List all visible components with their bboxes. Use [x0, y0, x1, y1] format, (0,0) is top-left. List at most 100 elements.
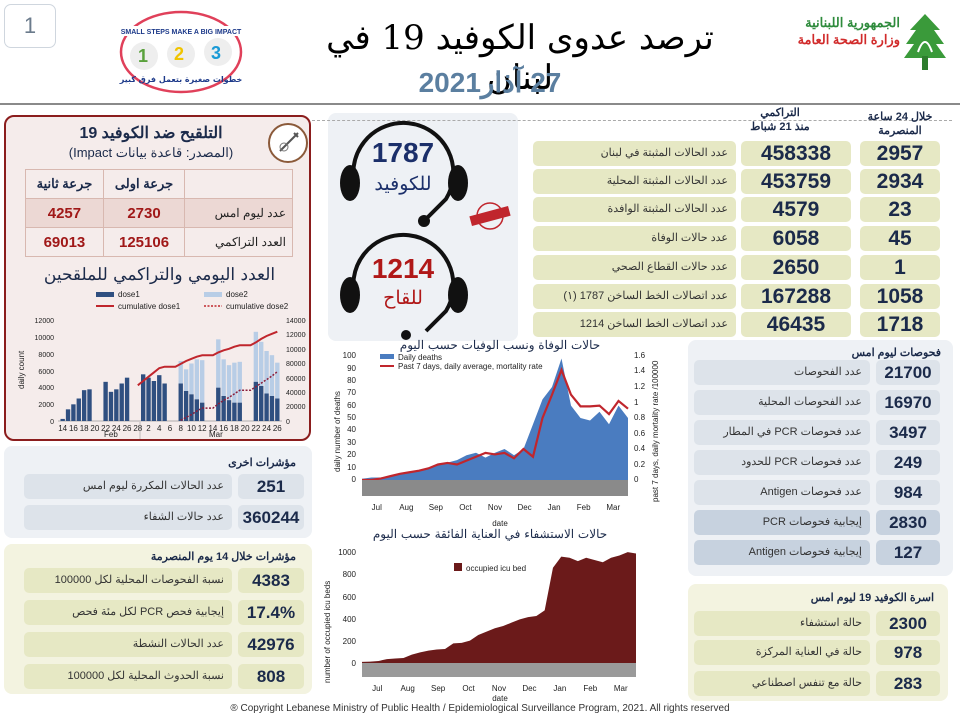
indicator-label: عدد الحالات النشطة: [24, 632, 232, 657]
test-label: عدد الفحوصات: [694, 360, 870, 385]
list-item: عدد الفحوصات 21700: [694, 360, 946, 385]
vac-row-label: عدد ليوم امس: [184, 198, 293, 228]
covid-beds-title: اسرة الكوفيد 19 ليوم امس: [810, 592, 934, 604]
indicator-label: عدد الحالات المكررة ليوم امس: [24, 474, 232, 499]
cumulative-header: التراكمي منذ 21 شباط: [730, 106, 830, 134]
vaccination-table: جرعة اولى جرعة ثانية عدد ليوم امس 2730 4…: [25, 169, 293, 257]
ministry-line-health: وزارة الصحة العامة: [797, 32, 900, 47]
test-value: 2830: [876, 510, 940, 535]
svg-text:26: 26: [123, 424, 132, 433]
syringe-virus-icon: [268, 123, 308, 163]
svg-text:18: 18: [230, 424, 239, 433]
bed-label: حالة مع تنفس اصطناعي: [694, 671, 870, 696]
stat-cumulative: 4579: [741, 197, 851, 222]
cumulative-header-sub: منذ 21 شباط: [750, 121, 810, 133]
vac-cumulative-dose2: 69013: [25, 227, 104, 257]
svg-text:Sep: Sep: [429, 503, 444, 512]
vac-col-dose2: جرعة ثانية: [25, 169, 104, 199]
svg-text:0.8: 0.8: [634, 413, 646, 422]
impact-campaign-logo: SMALL STEPS MAKE A BIG IMPACT 1 2 3 خطوا…: [116, 8, 246, 96]
svg-text:24: 24: [112, 424, 121, 433]
svg-text:0: 0: [352, 659, 357, 668]
last24-header-sub: المنصرمة: [878, 125, 922, 137]
svg-text:Sep: Sep: [431, 684, 446, 693]
stat-last24: 1: [860, 255, 940, 280]
svg-text:6: 6: [168, 424, 173, 433]
svg-text:14: 14: [58, 424, 67, 433]
svg-text:140000: 140000: [286, 318, 306, 325]
stat-cumulative: 6058: [741, 226, 851, 251]
vaccine-hotline-label: للقاح: [383, 287, 423, 309]
svg-text:60: 60: [347, 401, 356, 410]
list-item: نسبة الحدوث المحلية لكل 100000 808: [24, 664, 306, 689]
svg-text:40000: 40000: [286, 390, 306, 397]
stat-label: عدد الحالات المثبتة المحلية: [533, 169, 736, 194]
ministry-name: الجمهورية اللبنانية وزارة الصحة العامة: [750, 14, 900, 48]
indicator-label: عدد حالات الشفاء: [24, 505, 232, 530]
last24-header-label: خلال 24 ساعة: [867, 111, 933, 123]
stat-row-hotline-1214: عدد اتصالات الخط الساخن 1214 46435 1718: [533, 312, 943, 337]
svg-text:3: 3: [211, 43, 221, 63]
copyright-footer: ® Copyright Lebanese Ministry of Public …: [230, 703, 730, 714]
stat-label: عدد حالات الوفاة: [533, 226, 736, 251]
cedar-logo-icon: [902, 12, 948, 72]
stat-last24: 45: [860, 226, 940, 251]
deaths-chart: Daily deaths Past 7 days, daily average,…: [333, 352, 660, 528]
svg-text:26: 26: [273, 424, 282, 433]
tests-panel: فحوصات ليوم امس عدد الفحوصات 21700 عدد ا…: [688, 340, 953, 576]
stat-label: عدد الحالات المثبتة في لبنان: [533, 141, 736, 166]
svg-text:14: 14: [208, 424, 217, 433]
svg-text:12000: 12000: [35, 318, 55, 325]
svg-text:1: 1: [634, 398, 639, 407]
test-value: 21700: [876, 360, 940, 385]
svg-text:Nov: Nov: [488, 503, 502, 512]
list-item: حالة مع تنفس اصطناعي 283: [694, 671, 944, 696]
svg-text:100000: 100000: [286, 347, 306, 354]
svg-text:10: 10: [347, 463, 356, 472]
stat-row-health-sector: عدد حالات القطاع الصحي 2650 1: [533, 255, 943, 280]
test-value: 984: [876, 480, 940, 505]
svg-text:8000: 8000: [38, 352, 54, 359]
svg-text:0: 0: [50, 419, 54, 426]
hotline-panel: 1787 للكوفيد 1214 للقاح: [328, 113, 518, 341]
stat-label: عدد اتصالات الخط الساخن 1787 (١): [533, 284, 736, 309]
page-number: 1: [4, 4, 56, 48]
svg-text:Feb: Feb: [104, 430, 118, 439]
svg-text:12: 12: [198, 424, 207, 433]
svg-text:28: 28: [133, 424, 142, 433]
indicator-value: 808: [238, 664, 304, 689]
svg-text:2000: 2000: [38, 402, 54, 409]
stat-last24: 2934: [860, 169, 940, 194]
svg-text:Mar: Mar: [209, 430, 223, 439]
svg-text:0: 0: [352, 475, 357, 484]
svg-text:30: 30: [347, 438, 356, 447]
svg-text:2: 2: [146, 424, 151, 433]
icu-chart: occupied icu bed 1000 800 600 400 200 0 num…: [323, 548, 636, 703]
svg-text:0.4: 0.4: [634, 444, 646, 453]
deaths-chart-title: حالات الوفاة ونسب الوفيات حسب اليوم: [399, 338, 601, 352]
stat-row-local: عدد الحالات المثبتة المحلية 453759 2934: [533, 169, 943, 194]
svg-text:1000: 1000: [338, 548, 356, 557]
svg-text:40: 40: [347, 425, 356, 434]
vaccination-chart: dose1 dose2 cumulative dose1 cumulative …: [17, 290, 306, 439]
stat-row-deaths: عدد حالات الوفاة 6058 45: [533, 226, 943, 251]
table-row: عدد ليوم امس 2730 4257: [25, 198, 293, 228]
svg-text:0.6: 0.6: [634, 429, 646, 438]
stat-label: عدد اتصالات الخط الساخن 1214: [533, 312, 736, 337]
other-indicators-panel: مؤشرات اخرى عدد الحالات المكررة ليوم امس…: [4, 446, 312, 538]
svg-text:50: 50: [347, 413, 356, 422]
indicator-value: 17.4%: [238, 600, 304, 625]
svg-text:8: 8: [179, 424, 184, 433]
page-title: ترصد عدوى الكوفيد 19 في لبنان: [326, 18, 714, 98]
vaccination-chart-title: العدد اليومي والتراكمي للملقحين: [43, 265, 276, 285]
other-indicators-title: مؤشرات اخرى: [228, 457, 296, 469]
vac-yesterday-dose2: 4257: [25, 198, 104, 228]
indicators-14d-panel: مؤشرات خلال 14 يوم المنصرمة نسبة الفحوصا…: [4, 544, 312, 694]
svg-text:400: 400: [343, 615, 357, 624]
svg-text:22: 22: [101, 424, 110, 433]
list-item: عدد الفحوصات المحلية 16970: [694, 390, 946, 415]
svg-text:10000: 10000: [35, 335, 55, 342]
svg-text:date: date: [492, 694, 508, 703]
svg-text:Dec: Dec: [517, 503, 531, 512]
test-value: 3497: [876, 420, 940, 445]
